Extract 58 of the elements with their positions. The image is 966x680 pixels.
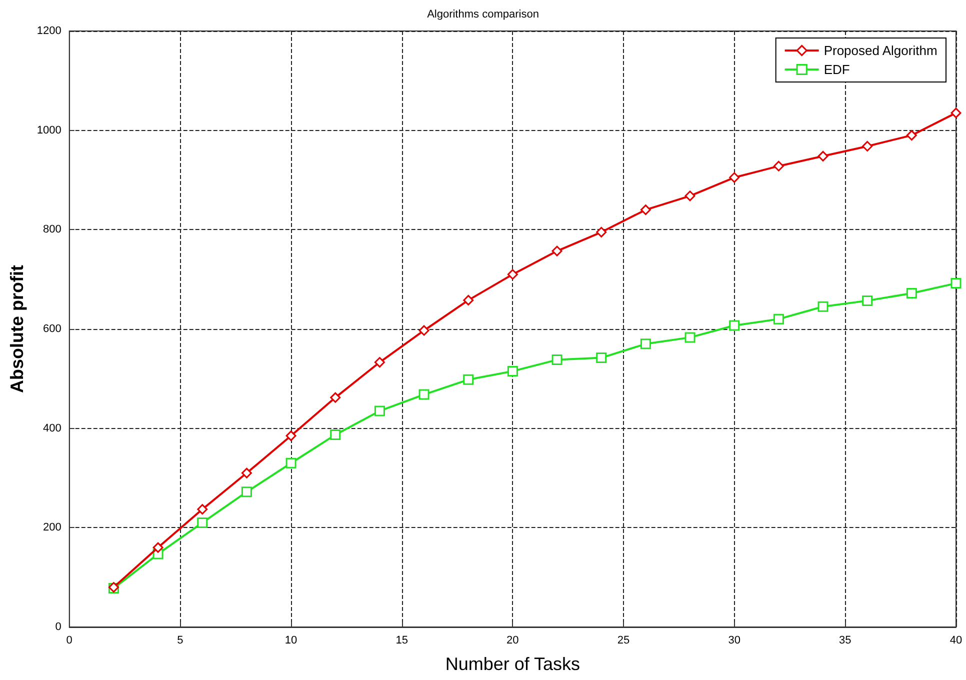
x-tick-label: 35 xyxy=(839,634,852,646)
point xyxy=(640,204,651,216)
point xyxy=(906,288,917,298)
x-axis-title: Number of Tasks xyxy=(445,654,580,674)
y-tick-label: 0 xyxy=(55,621,62,633)
point xyxy=(552,246,562,256)
point xyxy=(197,517,208,528)
point xyxy=(241,468,252,478)
point xyxy=(596,352,607,364)
point xyxy=(684,332,696,343)
point xyxy=(773,160,784,172)
y-tick-label: 600 xyxy=(43,323,62,335)
point xyxy=(330,430,341,440)
point xyxy=(640,338,651,350)
point xyxy=(197,504,208,515)
x-tick-label: 0 xyxy=(66,634,72,646)
x-tick-label: 5 xyxy=(177,634,184,646)
x-tick-label: 40 xyxy=(950,634,962,646)
point xyxy=(818,150,828,162)
point xyxy=(684,190,696,202)
x-tick-label: 30 xyxy=(728,634,740,646)
point xyxy=(862,140,873,152)
point xyxy=(330,392,341,403)
point xyxy=(729,172,740,183)
point xyxy=(906,130,917,141)
x-tick-label: 10 xyxy=(284,634,298,646)
y-tick-label: 400 xyxy=(43,422,62,434)
chart-title: Algorithms comparison xyxy=(427,8,539,20)
legend-label: Proposed Algorithm xyxy=(824,43,938,58)
point xyxy=(507,269,518,280)
point xyxy=(374,357,385,368)
point xyxy=(729,320,740,331)
x-tick-label: 25 xyxy=(617,634,630,646)
y-tick-label: 1000 xyxy=(36,124,62,136)
y-tick-label: 1200 xyxy=(36,25,62,37)
point xyxy=(818,301,828,312)
y-tick-label: 200 xyxy=(43,522,62,534)
point xyxy=(152,542,164,553)
point xyxy=(463,374,474,385)
point xyxy=(418,325,430,336)
point xyxy=(552,354,562,366)
point xyxy=(463,294,474,306)
x-tick-label: 15 xyxy=(396,634,408,646)
y-axis-title: Absolute profit xyxy=(7,265,27,393)
point xyxy=(286,458,296,468)
point xyxy=(950,278,962,289)
point xyxy=(286,430,296,442)
point xyxy=(596,226,607,238)
point xyxy=(773,314,784,324)
point xyxy=(950,108,962,118)
x-tick-label: 20 xyxy=(506,634,519,646)
point xyxy=(507,366,518,376)
point xyxy=(374,406,385,416)
point xyxy=(418,389,430,400)
point xyxy=(241,486,252,498)
point xyxy=(862,295,873,306)
legend-label: EDF xyxy=(824,62,850,77)
y-tick-label: 800 xyxy=(43,224,62,236)
